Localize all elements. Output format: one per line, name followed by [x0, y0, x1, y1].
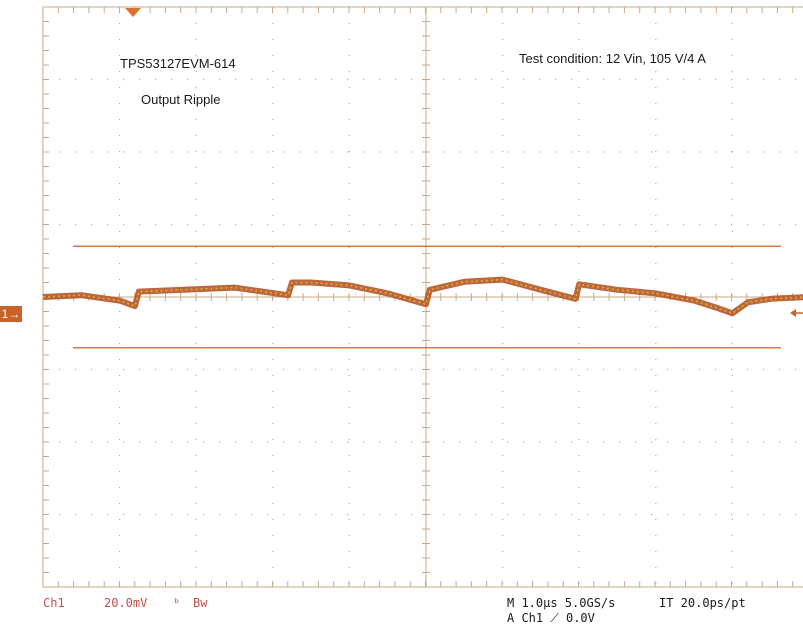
channel-1-marker-label: 1	[1, 307, 9, 321]
trigger-readout: A Ch1 ⟋ 0.0V	[507, 611, 595, 625]
interp-readout: IT 20.0ps/pt	[659, 596, 746, 610]
board-label: TPS53127EVM-614	[120, 56, 236, 71]
ch1-trace-highlight	[42, 278, 803, 315]
test-condition-label: Test condition: 12 Vin, 105 V/4 A	[519, 51, 706, 66]
channel-1-marker[interactable]: 1→	[0, 306, 22, 322]
bw-readout: Bw	[193, 596, 208, 610]
trigger-position-marker	[125, 8, 141, 17]
measurement-label: Output Ripple	[141, 92, 221, 107]
ch1-trace	[42, 276, 803, 317]
timebase-readout: M 1.0µs 5.0GS/s	[507, 596, 616, 610]
scale-readout: 20.0mV	[104, 596, 148, 610]
channel-readout: Ch1	[43, 596, 65, 610]
bw-symbol-readout: ᵇ	[173, 596, 181, 610]
ch1-trace-line	[42, 276, 803, 317]
reference-lines	[73, 245, 781, 349]
trigger-level-arrow	[790, 309, 803, 317]
